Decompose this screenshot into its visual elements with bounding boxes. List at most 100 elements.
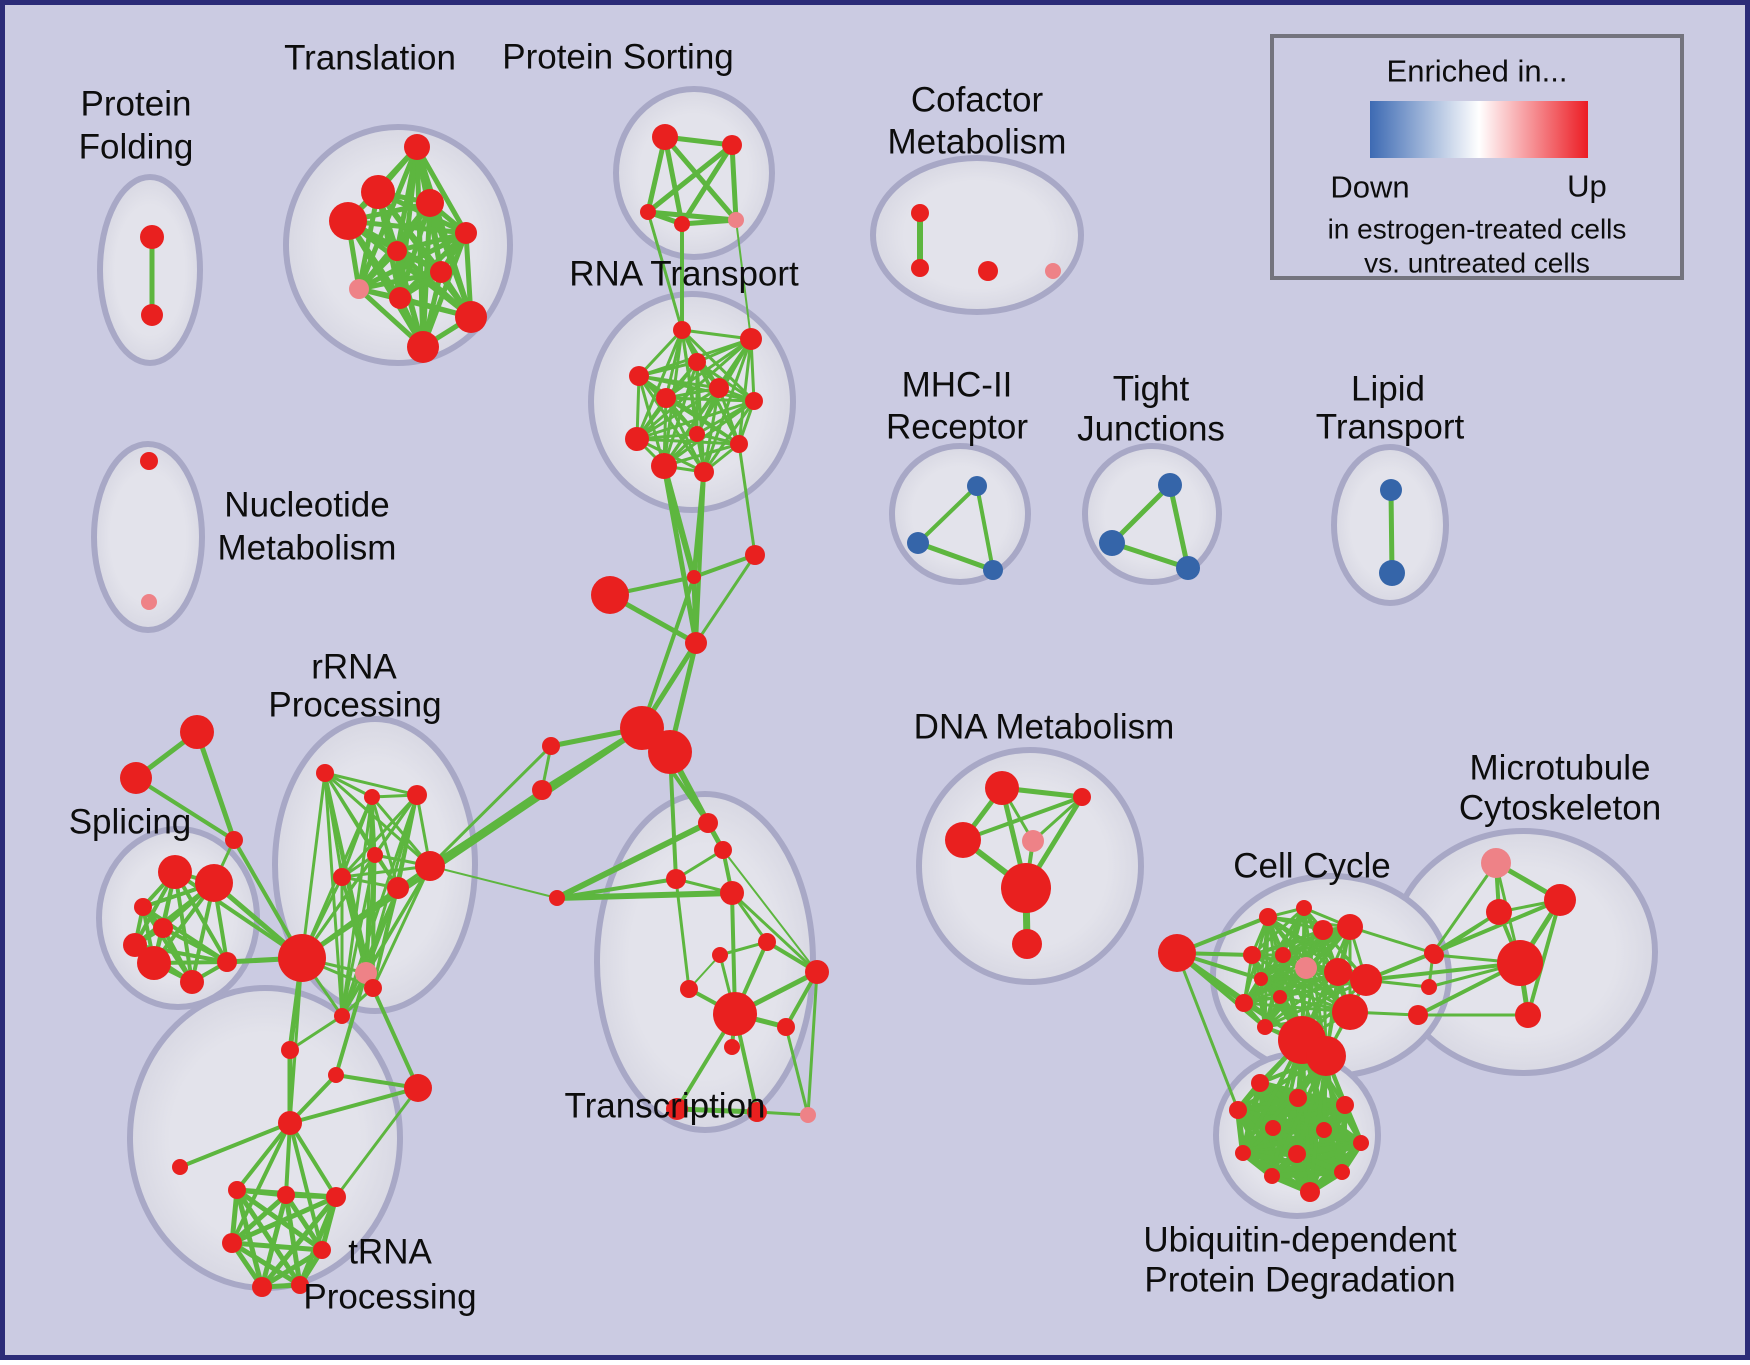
edge bbox=[234, 1187, 265, 1290]
node-up-red bbox=[1324, 958, 1352, 986]
edge bbox=[1348, 925, 1435, 955]
edge bbox=[340, 886, 400, 1018]
edge bbox=[1109, 540, 1191, 571]
node-up-red bbox=[415, 851, 445, 881]
cluster-label-dna-metabolism-line0: DNA Metabolism bbox=[914, 708, 1175, 747]
node-up-red bbox=[712, 947, 728, 963]
edge bbox=[784, 1025, 810, 1117]
edge bbox=[662, 134, 739, 223]
node-up-red bbox=[1515, 1002, 1541, 1028]
node-up-red bbox=[532, 780, 552, 800]
cluster-ellipse-nucleotide-metabolism bbox=[91, 441, 205, 633]
edge bbox=[1388, 487, 1395, 576]
edge bbox=[259, 1192, 289, 1290]
edge bbox=[729, 142, 739, 223]
node-up-red bbox=[1296, 900, 1312, 916]
node-up-red bbox=[911, 204, 929, 222]
node-up-red bbox=[722, 135, 742, 155]
node-up-red bbox=[316, 764, 334, 782]
node-up-red bbox=[713, 992, 757, 1036]
node-up-red bbox=[120, 762, 152, 794]
cluster-ellipse-mhc-ii-receptor bbox=[889, 443, 1031, 585]
node-up-red bbox=[688, 353, 706, 371]
edge bbox=[702, 399, 756, 474]
edge bbox=[662, 399, 756, 468]
node-up-red bbox=[1306, 1036, 1346, 1076]
cluster-label-tight-junctions-line0: Tight bbox=[1113, 370, 1190, 409]
cluster-labels: Protein Folding Translation Protein Sorting… bbox=[69, 38, 1661, 1317]
edge bbox=[259, 1247, 325, 1290]
cluster-label-rrna-processing-line0: rRNA bbox=[311, 648, 397, 687]
edge bbox=[1235, 1102, 1348, 1113]
cluster-label-cofactor-metabolism-line1: Metabolism bbox=[888, 123, 1067, 162]
node-up-pink bbox=[355, 962, 377, 984]
edge bbox=[340, 795, 374, 1018]
node-up-red bbox=[407, 331, 439, 363]
edge bbox=[420, 230, 469, 350]
node-up-red bbox=[407, 785, 427, 805]
node-up-red bbox=[1275, 947, 1291, 963]
node-up-red bbox=[656, 388, 676, 408]
edge bbox=[1167, 482, 1191, 571]
edge bbox=[1364, 961, 1522, 982]
cluster-ellipse-cofactor-metabolism bbox=[870, 155, 1084, 315]
cluster-label-trna-processing-line1: Processing bbox=[303, 1278, 476, 1317]
cluster-label-splicing-line0: Splicing bbox=[69, 803, 192, 842]
node-up-red bbox=[1229, 1101, 1247, 1119]
edge bbox=[645, 142, 735, 215]
node-up-red bbox=[364, 789, 380, 805]
edge bbox=[1175, 951, 1240, 1112]
cluster-label-protein-folding-line1: Folding bbox=[79, 128, 194, 167]
edge bbox=[646, 210, 684, 332]
node-up-red bbox=[158, 855, 192, 889]
node-up-red bbox=[123, 933, 147, 957]
edge bbox=[194, 729, 237, 843]
node-up-red bbox=[278, 1111, 302, 1135]
edge bbox=[554, 890, 735, 901]
node-up-red bbox=[225, 831, 243, 849]
node-up-red bbox=[1300, 1182, 1320, 1202]
node-up-red bbox=[222, 1233, 242, 1253]
legend-up-label: Up bbox=[1567, 169, 1607, 204]
cluster-label-protein-folding-line0: Protein bbox=[81, 85, 192, 124]
node-up-pink bbox=[728, 212, 744, 228]
edge bbox=[1263, 970, 1340, 1029]
node-up-red bbox=[1486, 899, 1512, 925]
node-up-red bbox=[278, 934, 326, 982]
edge bbox=[635, 399, 756, 441]
node-up-red bbox=[389, 287, 411, 309]
node-up-red bbox=[542, 737, 560, 755]
node-up-red bbox=[1289, 1089, 1307, 1107]
node-up-red bbox=[1426, 946, 1444, 964]
edge bbox=[555, 877, 678, 900]
cluster-label-rrna-processing-line1: Processing bbox=[268, 686, 441, 725]
node-up-red bbox=[404, 134, 430, 160]
node-up-red bbox=[455, 301, 487, 333]
cluster-label-mhc-ii-receptor-line0: MHC-II bbox=[902, 366, 1013, 405]
node-up-red bbox=[1001, 863, 1051, 913]
node-up-red bbox=[549, 890, 565, 906]
edge bbox=[692, 553, 757, 579]
edge bbox=[230, 1121, 292, 1245]
node-down-blue bbox=[1379, 560, 1405, 586]
cluster-label-tight-junctions-line1: Junctions bbox=[1077, 410, 1225, 449]
node-up-red bbox=[724, 1039, 740, 1055]
edge bbox=[1269, 1169, 1345, 1179]
cluster-label-nucleotide-metabolism-line1: Metabolism bbox=[218, 529, 397, 568]
edge bbox=[323, 771, 419, 797]
cluster-label-transcription-line0: Transcription bbox=[565, 1087, 766, 1126]
node-down-blue bbox=[907, 532, 929, 554]
edge bbox=[722, 849, 818, 973]
edge bbox=[414, 144, 469, 236]
node-up-red bbox=[333, 868, 351, 886]
legend-caption-line1: in estrogen-treated cells bbox=[1328, 214, 1627, 245]
edge bbox=[662, 134, 685, 227]
node-up-red bbox=[281, 1041, 299, 1059]
node-up-red bbox=[911, 259, 929, 277]
edge bbox=[345, 218, 469, 236]
cluster-label-ubiquitin-degradation-line1: Protein Degradation bbox=[1144, 1261, 1455, 1300]
edge bbox=[1259, 977, 1267, 1029]
network-nodes bbox=[120, 124, 1576, 1297]
